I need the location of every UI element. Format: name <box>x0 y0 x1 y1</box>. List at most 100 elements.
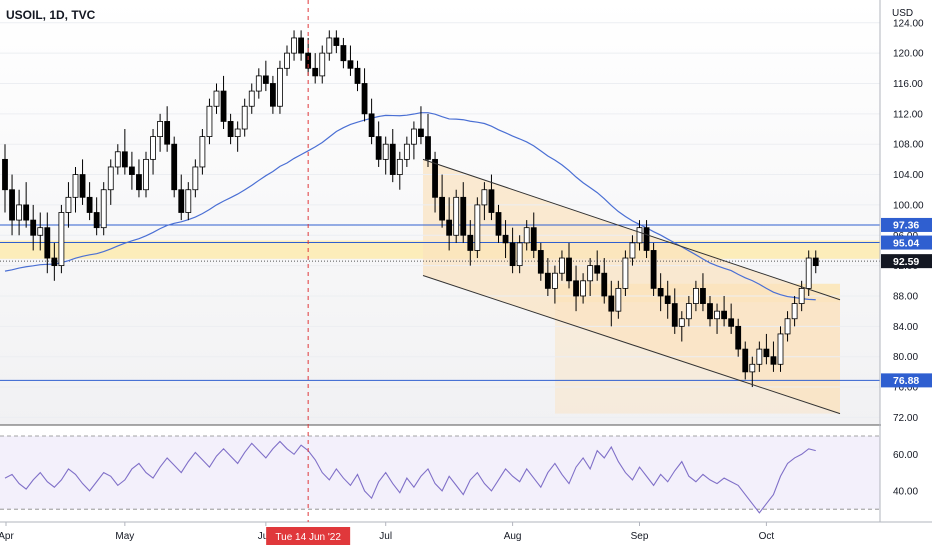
candle-body <box>354 67 361 84</box>
candle-body <box>199 136 206 168</box>
candle-body <box>206 105 213 138</box>
y-tick-label: 88.00 <box>893 291 918 302</box>
candle-body <box>587 265 594 282</box>
y-tick-label: 100.00 <box>893 200 924 211</box>
candle-body <box>396 158 403 175</box>
candle-body <box>234 128 241 138</box>
candle-body <box>495 212 502 236</box>
candle-body <box>622 257 629 289</box>
channel-fill <box>423 159 840 414</box>
candle-body <box>735 325 742 350</box>
candle-body <box>375 136 382 160</box>
price-level-tag-label: 95.04 <box>893 237 919 249</box>
candle-body <box>791 303 798 320</box>
candle-body <box>594 265 601 274</box>
candle-body <box>107 166 114 191</box>
candle-body <box>721 310 727 320</box>
candle-body <box>805 257 812 289</box>
candle-body <box>340 45 347 62</box>
candle-body <box>509 242 516 267</box>
candle-body <box>121 151 128 168</box>
rsi-tick-label: 60.00 <box>893 450 918 461</box>
candle-body <box>566 257 572 282</box>
candle-body <box>86 196 93 213</box>
candle-body <box>685 303 692 320</box>
candle-body <box>347 60 354 69</box>
candle-body <box>460 196 467 236</box>
candle-body <box>128 166 135 175</box>
candle-body <box>51 257 58 267</box>
candle-body <box>410 128 417 145</box>
y-tick-label: 84.00 <box>893 322 918 333</box>
y-tick-label: 108.00 <box>893 140 924 151</box>
candle-body <box>284 52 290 69</box>
candle-body <box>467 234 474 251</box>
candle-body <box>382 143 389 160</box>
candle-body <box>552 272 558 289</box>
candle-body <box>326 37 333 54</box>
candle-body <box>812 257 819 267</box>
trend-channel <box>422 158 841 415</box>
x-tick-label: May <box>115 531 134 542</box>
candle-body <box>439 196 446 221</box>
candle-body <box>171 143 178 191</box>
y-tick-label: 76.00 <box>893 383 918 394</box>
price-level-tag-label: 97.36 <box>893 220 919 232</box>
candle-body <box>93 212 100 229</box>
candle-body <box>446 219 453 236</box>
y-tick-label: 104.00 <box>893 170 924 181</box>
candle-body <box>291 37 297 54</box>
candle-body <box>488 189 495 213</box>
candle-body <box>474 204 481 251</box>
price-level-tag <box>881 235 932 250</box>
candle-body <box>333 37 340 46</box>
candle-body <box>770 356 777 365</box>
candle-body <box>700 287 706 304</box>
candle-body <box>481 189 488 206</box>
candle-body <box>678 318 685 327</box>
candle-body <box>530 227 537 251</box>
price-level-tag-label: 92.59 <box>893 256 919 268</box>
price-level-lines <box>0 224 880 381</box>
crosshair-date-label: Tue 14 Jun '22 <box>275 532 341 543</box>
currency-label: USD <box>892 8 913 19</box>
x-tick-label: Sep <box>631 531 649 542</box>
candle-body <box>16 204 23 221</box>
rsi-line <box>4 440 816 514</box>
candle-body <box>37 227 44 236</box>
price-level-tag-label: 76.88 <box>893 375 919 387</box>
candle-body <box>58 212 65 267</box>
candle-body <box>2 158 8 191</box>
candle-body <box>784 318 791 335</box>
candle-body <box>312 67 319 77</box>
candle-body <box>664 295 671 304</box>
candle-body <box>136 174 142 191</box>
candle-body <box>671 303 678 327</box>
time-axis: Apr May Jun Jul Aug Sep Oct <box>0 521 932 550</box>
price-level-tag <box>881 373 932 388</box>
candle-body <box>298 37 305 54</box>
y-tick-label: 116.00 <box>893 79 923 90</box>
candle-body <box>368 113 375 138</box>
candle-body <box>523 227 530 244</box>
candle-body <box>9 189 15 221</box>
rsi-tick-label: 40.00 <box>893 486 918 497</box>
candle-body <box>432 158 438 198</box>
y-tick-label: 120.00 <box>893 49 924 60</box>
x-tick-label: Apr <box>0 531 14 542</box>
candle-body <box>777 333 784 365</box>
x-tick-label: Aug <box>504 531 522 542</box>
candle-body <box>248 90 255 107</box>
candle-body <box>453 196 460 236</box>
y-tick-label: 124.00 <box>893 18 924 29</box>
candle-body <box>227 121 234 138</box>
candle-body <box>143 158 149 191</box>
candle-body <box>192 166 199 191</box>
candle-body <box>693 287 699 304</box>
candle-body <box>418 128 424 138</box>
candle-body <box>241 105 248 130</box>
candle-body <box>650 250 657 289</box>
channel-upper-line <box>422 158 841 301</box>
time-axis-bg <box>0 522 932 550</box>
